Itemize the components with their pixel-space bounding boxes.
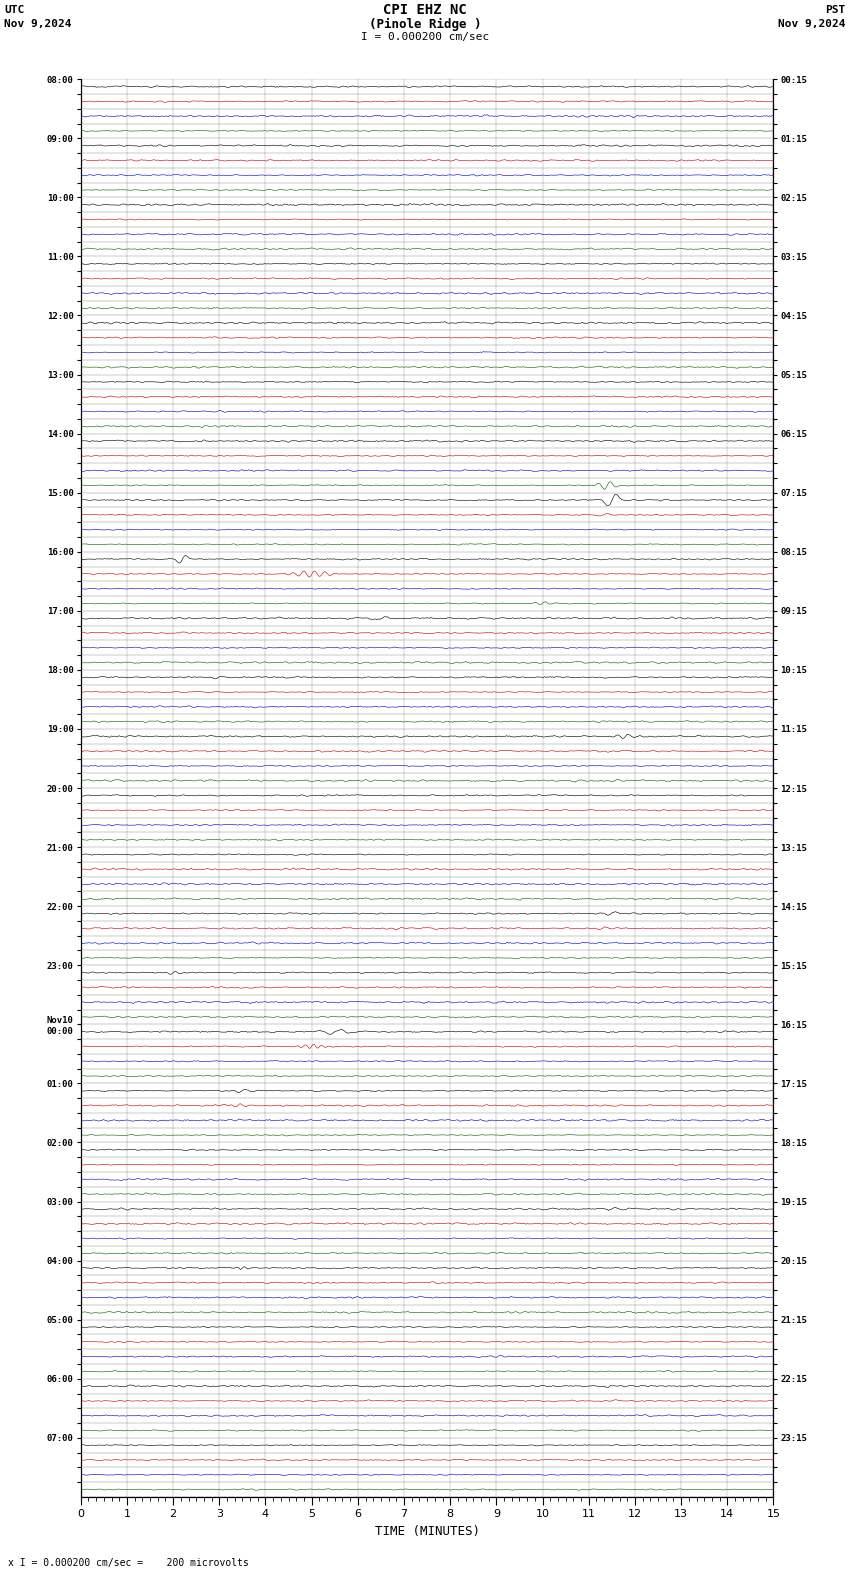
Text: Nov 9,2024: Nov 9,2024 bbox=[4, 19, 71, 29]
Text: I = 0.000200 cm/sec: I = 0.000200 cm/sec bbox=[361, 32, 489, 41]
Text: (Pinole Ridge ): (Pinole Ridge ) bbox=[369, 17, 481, 30]
Text: PST: PST bbox=[825, 5, 846, 14]
Text: UTC: UTC bbox=[4, 5, 25, 14]
Text: x I = 0.000200 cm/sec =    200 microvolts: x I = 0.000200 cm/sec = 200 microvolts bbox=[8, 1559, 249, 1568]
Text: CPI EHZ NC: CPI EHZ NC bbox=[383, 3, 467, 17]
X-axis label: TIME (MINUTES): TIME (MINUTES) bbox=[375, 1525, 479, 1538]
Text: Nov 9,2024: Nov 9,2024 bbox=[779, 19, 846, 29]
